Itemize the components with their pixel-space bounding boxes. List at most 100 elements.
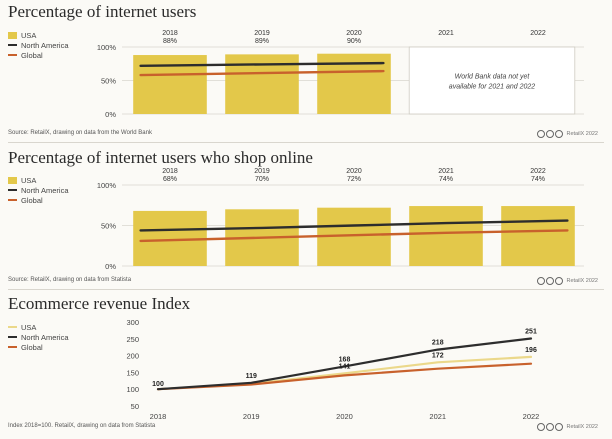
- bar-value-label: 68%: [163, 176, 177, 183]
- divider: [8, 289, 604, 290]
- data-label: 141: [339, 363, 351, 370]
- legend-label: USA: [21, 175, 37, 185]
- legend-item-usa: USA: [8, 30, 69, 40]
- missing-data-note: World Bank data not yet: [455, 74, 531, 81]
- x-category-label: 2022: [530, 168, 546, 175]
- bar-usa: [409, 206, 483, 266]
- legend-label: Global: [21, 342, 43, 352]
- x-category-label: 2021: [438, 30, 454, 37]
- global-swatch: [8, 199, 17, 201]
- chart-title: Ecommerce revenue Index: [8, 294, 191, 313]
- chart-title: Percentage of internet users: [8, 2, 197, 21]
- divider: [8, 142, 604, 143]
- data-label: 251: [525, 328, 537, 335]
- chart-panel-shop-online: Percentage of internet users who shop on…: [0, 146, 612, 291]
- creative-commons-icon: [536, 423, 563, 431]
- y-tick-label: 50: [131, 402, 139, 411]
- y-tick-label: 100%: [97, 43, 117, 52]
- chart-shop-online: 0%50%100%201868%201970%202072%202174%202…: [97, 168, 584, 271]
- legend-label: USA: [21, 30, 37, 40]
- x-category-label: 2019: [254, 168, 270, 175]
- chart-legend: USA North America Global: [8, 322, 69, 352]
- usa-swatch: [8, 31, 17, 39]
- north-america-swatch: [8, 44, 17, 46]
- x-tick-label: 2018: [150, 412, 167, 421]
- global-swatch: [8, 54, 17, 56]
- series-line-global: [139, 69, 385, 77]
- legend-item-north-america: North America: [8, 332, 69, 342]
- source-note: Source: RetailX, drawing on data from th…: [8, 130, 152, 136]
- legend-item-global: Global: [8, 342, 69, 352]
- legend-item-north-america: North America: [8, 40, 69, 50]
- legend-label: Global: [21, 50, 43, 60]
- bar-value-label: 70%: [255, 176, 269, 183]
- x-category-label: 2019: [254, 30, 270, 37]
- chart-legend: USA North America Global: [8, 30, 69, 60]
- x-tick-label: 2020: [336, 412, 353, 421]
- x-category-label: 2021: [438, 168, 454, 175]
- credit-label: RetailX 2022: [566, 278, 599, 284]
- creative-commons-icon: [536, 277, 563, 285]
- source-note: Source: RetailX, drawing on data from St…: [8, 277, 132, 283]
- data-label: 172: [432, 352, 444, 359]
- legend-label: North America: [21, 332, 69, 342]
- x-tick-label: 2022: [523, 412, 540, 421]
- y-tick-label: 50%: [101, 77, 116, 86]
- chart-title: Percentage of internet users who shop on…: [8, 148, 313, 167]
- legend-label: USA: [21, 322, 37, 332]
- credit-label: RetailX 2022: [566, 424, 599, 430]
- bar-value-label: 72%: [347, 176, 361, 183]
- data-label: 196: [525, 347, 537, 354]
- y-tick-label: 100: [126, 385, 139, 394]
- y-tick-label: 100%: [97, 181, 117, 190]
- legend-label: Global: [21, 195, 43, 205]
- x-category-label: 2018: [162, 30, 178, 37]
- legend-item-usa: USA: [8, 322, 69, 332]
- y-tick-label: 0%: [105, 110, 116, 119]
- bar-value-label: 74%: [439, 176, 453, 183]
- north-america-swatch: [8, 336, 17, 338]
- chart-revenue-index: 50 100 150 200 250 300 2018 2019 2020 2021 2022 100…: [126, 318, 540, 421]
- bar-value-label: 90%: [347, 38, 361, 45]
- x-category-label: 2018: [162, 168, 178, 175]
- y-tick-label: 150: [126, 368, 139, 377]
- bar-value-label: 88%: [163, 38, 177, 45]
- x-category-label: 2020: [346, 168, 362, 175]
- missing-data-note: available for 2021 and 2022: [449, 84, 536, 91]
- usa-swatch: [8, 176, 17, 184]
- data-label: 168: [339, 356, 351, 363]
- legend-item-global: Global: [8, 50, 69, 60]
- series-line-north-america: [156, 337, 533, 391]
- series-line-north-america: [139, 219, 569, 232]
- x-tick-label: 2021: [429, 412, 446, 421]
- series-line-global: [139, 229, 569, 243]
- y-tick-label: 0%: [105, 262, 116, 271]
- usa-swatch: [8, 326, 17, 328]
- north-america-swatch: [8, 189, 17, 191]
- bar-usa: [133, 55, 207, 114]
- bar-value-label: 89%: [255, 38, 269, 45]
- data-label: 119: [246, 373, 257, 380]
- y-tick-label: 300: [126, 318, 139, 327]
- data-label: 218: [432, 340, 444, 347]
- legend-label: North America: [21, 185, 69, 195]
- legend-item-north-america: North America: [8, 185, 69, 195]
- x-category-label: 2022: [530, 30, 546, 37]
- credit: RetailX 2022: [536, 277, 599, 285]
- legend-item-global: Global: [8, 195, 69, 205]
- source-note: Index 2018=100. RetailX, drawing on data…: [8, 423, 156, 429]
- chart-panel-revenue-index: Ecommerce revenue Index USA North Americ…: [0, 292, 612, 439]
- credit: RetailX 2022: [536, 423, 599, 431]
- x-category-label: 2020: [346, 30, 362, 37]
- series-line-north-america: [139, 61, 385, 67]
- global-swatch: [8, 346, 17, 348]
- chart-panel-internet-users: Percentage of internet users USA North A…: [0, 0, 612, 145]
- bar-value-label: 74%: [531, 176, 545, 183]
- legend-item-usa: USA: [8, 175, 69, 185]
- y-tick-label: 200: [126, 352, 139, 361]
- missing-data-box: [408, 46, 576, 115]
- legend-label: North America: [21, 40, 69, 50]
- credit: RetailX 2022: [536, 130, 598, 138]
- data-label: 100: [152, 381, 164, 388]
